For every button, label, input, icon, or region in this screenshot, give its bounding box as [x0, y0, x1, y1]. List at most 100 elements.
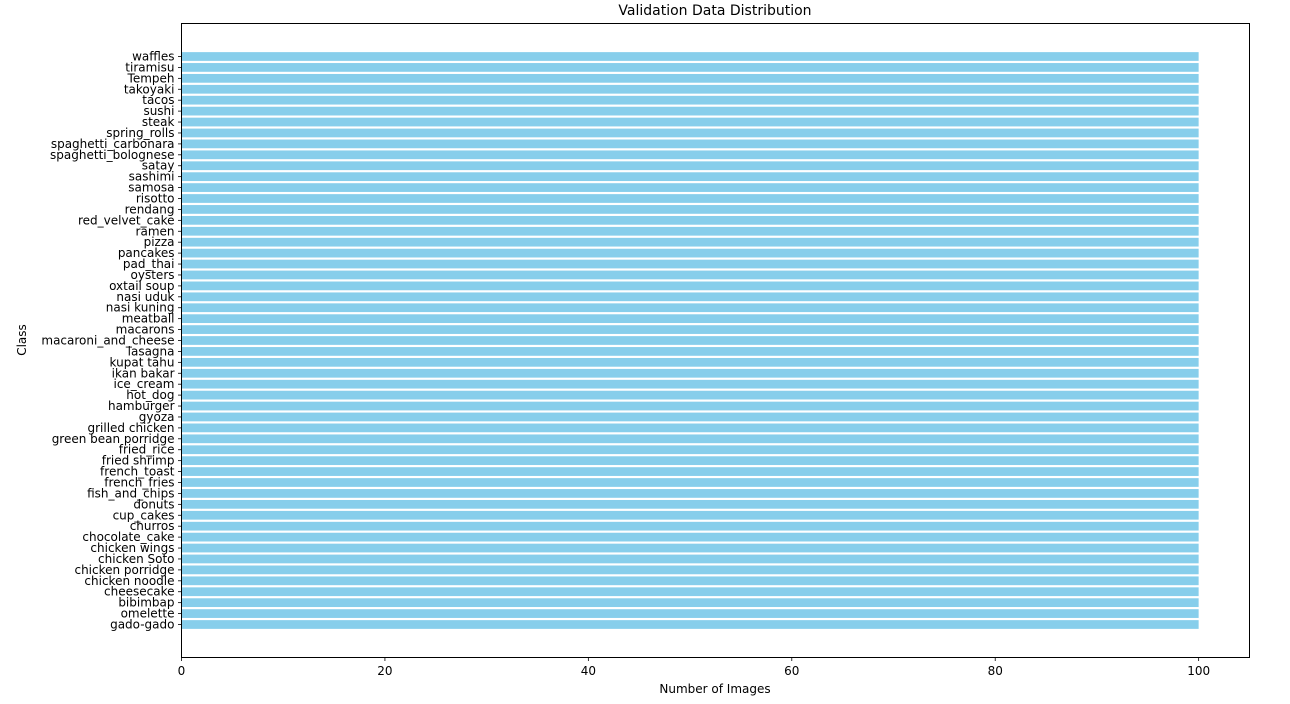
bar-31 — [181, 281, 1199, 291]
bar-0 — [181, 620, 1199, 629]
y-tick-label-38: rendang — [125, 202, 175, 216]
y-tick-label-52: waffles — [132, 50, 174, 64]
y-tick-label-8: chocolate_cake — [82, 530, 174, 544]
bar-47 — [181, 106, 1199, 116]
x-axis-label: Number of Images — [659, 682, 770, 696]
y-tick-label-14: french_toast — [100, 465, 175, 479]
y-tick-label-4: chicken noodle — [84, 574, 174, 588]
y-tick-label-41: sashimi — [129, 170, 175, 184]
bar-12 — [181, 489, 1199, 498]
y-tick-label-21: hot_dog — [126, 388, 174, 402]
y-tick-label-25: lasagna — [128, 344, 175, 358]
chart-title: Validation Data Distribution — [618, 3, 811, 19]
y-tick-label-35: pizza — [144, 235, 175, 249]
y-tick-label-12: fish_and_chips — [87, 486, 174, 500]
y-tick-label-51: tiramisu — [125, 60, 174, 74]
y-tick-label-18: grilled chicken — [87, 421, 174, 435]
bar-14 — [181, 467, 1199, 476]
y-tick-label-3: cheesecake — [104, 585, 174, 599]
y-tick-label-33: pad_thai — [123, 257, 175, 271]
y-axis-ticks: gado-gadoomelettebibimbapcheesecakechick… — [41, 50, 182, 632]
bar-36 — [181, 226, 1199, 236]
bar-28 — [181, 314, 1199, 324]
bar-29 — [181, 303, 1199, 313]
bar-46 — [181, 117, 1199, 127]
y-tick-label-11: donuts — [133, 497, 174, 511]
bar-7 — [181, 543, 1199, 553]
y-tick-label-44: spaghetti_carbonara — [51, 137, 175, 151]
bar-43 — [181, 150, 1199, 160]
bar-34 — [181, 248, 1199, 258]
y-tick-label-13: french_fries — [104, 476, 174, 490]
bar-32 — [181, 270, 1199, 280]
bar-33 — [181, 259, 1199, 269]
bar-38 — [181, 205, 1199, 214]
bar-18 — [181, 423, 1199, 433]
x-axis-ticks: 0 20 40 60 80 100 — [178, 657, 1210, 678]
y-tick-label-27: macarons — [116, 323, 175, 337]
y-tick-label-42: satay — [142, 159, 175, 173]
x-tick-label-2: 40 — [581, 664, 596, 678]
y-tick-label-30: nasi uduk — [116, 290, 174, 304]
bar-11 — [181, 499, 1199, 509]
bar-41 — [181, 172, 1199, 182]
y-tick-label-50: Tempeh — [127, 71, 175, 85]
bar-39 — [181, 194, 1199, 203]
y-tick-label-26: macaroni_and_cheese — [41, 334, 174, 348]
y-tick-label-28: meatball — [122, 312, 175, 326]
y-tick-label-1: omelette — [121, 607, 175, 621]
bar-35 — [181, 237, 1199, 247]
bar-51 — [181, 63, 1199, 72]
y-tick-label-15: fried shrimp — [102, 454, 175, 468]
y-tick-label-34: pancakes — [118, 246, 175, 260]
bar-44 — [181, 139, 1199, 149]
bar-52 — [181, 52, 1199, 61]
y-tick-label-24: kupat tahu — [110, 355, 175, 369]
bar-50 — [181, 73, 1199, 83]
bar-40 — [181, 183, 1199, 192]
y-tick-label-43: spaghetti_bolognese — [50, 148, 174, 162]
y-tick-label-5: chicken porridge — [74, 563, 174, 577]
bar-3 — [181, 587, 1199, 597]
y-tick-label-45: spring_rolls — [106, 126, 174, 140]
y-tick-label-32: oysters — [131, 268, 175, 282]
y-tick-label-39: risotto — [136, 192, 175, 206]
y-tick-label-7: chicken wings — [90, 541, 174, 555]
y-tick-label-9: churros — [130, 519, 175, 533]
bar-4 — [181, 576, 1199, 586]
y-tick-label-47: sushi — [143, 104, 174, 118]
bar-25 — [181, 347, 1199, 356]
bar-27 — [181, 325, 1199, 334]
y-tick-label-48: tacos — [142, 93, 174, 107]
bar-45 — [181, 128, 1199, 138]
y-tick-label-16: fried_rice — [119, 443, 175, 457]
bar-19 — [181, 412, 1199, 422]
y-tick-label-6: chicken Soto — [98, 552, 174, 566]
y-tick-label-36: ramen — [136, 224, 175, 238]
y-tick-label-29: nasi kuning — [106, 301, 175, 315]
bar-8 — [181, 532, 1199, 542]
y-tick-label-49: takoyaki — [124, 82, 175, 96]
y-tick-label-23: ikan bakar — [112, 366, 175, 380]
bar-16 — [181, 445, 1199, 455]
bar-1 — [181, 609, 1199, 618]
y-tick-label-20: hamburger — [108, 399, 175, 413]
x-tick-label-0: 0 — [178, 664, 186, 678]
bar-22 — [181, 379, 1199, 389]
bar-15 — [181, 456, 1199, 466]
y-tick-label-10: cup_cakes — [113, 508, 175, 522]
bar-24 — [181, 357, 1199, 367]
bar-23 — [181, 368, 1199, 378]
bar-26 — [181, 336, 1199, 345]
bar-37 — [181, 215, 1199, 225]
bar-9 — [181, 521, 1199, 531]
x-tick-label-1: 20 — [377, 664, 392, 678]
y-tick-label-2: bibimbap — [118, 596, 174, 610]
bar-6 — [181, 554, 1199, 564]
bar-2 — [181, 598, 1199, 608]
y-tick-label-17: green bean porridge — [52, 432, 175, 446]
y-tick-label-31: oxtail soup — [109, 279, 174, 293]
bar-30 — [181, 292, 1199, 302]
bar-49 — [181, 84, 1199, 94]
